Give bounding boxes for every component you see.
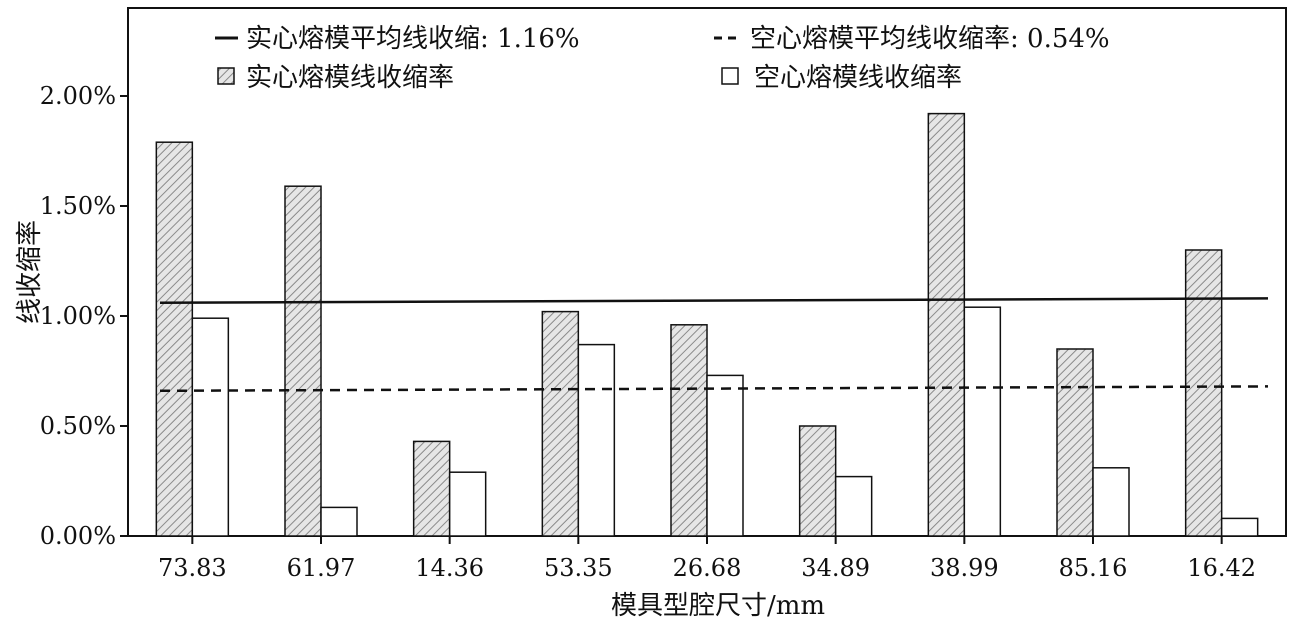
bar-hollow: [834, 475, 873, 537]
legend-solid-series-label: 实心熔模线收缩率: [246, 63, 454, 93]
y-tick-label: 1.00%: [40, 302, 116, 330]
bar-solid: [927, 112, 966, 537]
bar-solid: [412, 440, 451, 537]
bar-hollow: [706, 374, 744, 537]
y-tick-label: 0.00%: [40, 522, 116, 550]
solid-mean-line: [159, 297, 1269, 305]
legend-white-swatch: [721, 67, 739, 85]
bar-solid: [1184, 249, 1223, 537]
bar-solid: [155, 141, 194, 537]
bar-hollow: [963, 306, 1002, 537]
y-tick-label: 0.50%: [40, 412, 116, 440]
reference-lines: [159, 297, 1269, 393]
bar-hollow: [448, 471, 487, 537]
y-axis: 0.00% 0.50% 1.00% 1.50% 2.00%: [40, 82, 128, 550]
bar-hollow: [1092, 467, 1130, 537]
bar-solid: [1056, 348, 1094, 537]
y-axis-title: 线收缩率: [15, 220, 45, 324]
bar-hollow: [577, 343, 616, 537]
x-axis: 73.83 61.97 14.36 53.35 26.68 34.89 38.99 85.16…: [158, 536, 1256, 582]
x-tick-label: 14.36: [415, 554, 484, 582]
bar-hollow: [191, 317, 230, 537]
legend-solid-mean-label: 实心熔模平均线收缩: 1.16%: [246, 24, 580, 54]
x-tick-label: 73.83: [158, 554, 227, 582]
hollow-mean-line: [159, 385, 1269, 393]
bar-hollow: [1220, 517, 1259, 537]
x-tick-label: 85.16: [1059, 554, 1128, 582]
x-tick-label: 61.97: [287, 554, 356, 582]
bar-solid: [798, 425, 837, 537]
x-tick-label: 53.35: [544, 554, 613, 582]
bar-solid: [541, 310, 580, 537]
legend-hatched-swatch: [217, 67, 235, 85]
y-tick-label: 1.50%: [40, 192, 116, 220]
legend: 实心熔模平均线收缩: 1.16% 空心熔模平均线收缩率: 0.54% 实心熔模线…: [215, 24, 1110, 93]
bar-solid: [284, 185, 322, 537]
bar-solid: [670, 324, 708, 537]
x-axis-title: 模具型腔尺寸/mm: [611, 591, 825, 620]
x-tick-label: 38.99: [930, 554, 999, 582]
bar-series: [155, 112, 1259, 537]
legend-hollow-mean-label: 空心熔模平均线收缩率: 0.54%: [750, 24, 1110, 54]
x-tick-label: 26.68: [673, 554, 742, 582]
x-tick-label: 34.89: [801, 554, 870, 582]
legend-hollow-series-label: 空心熔模线收缩率: [754, 63, 962, 93]
bar-hollow: [320, 506, 358, 537]
x-tick-label: 16.42: [1187, 554, 1256, 582]
y-tick-label: 2.00%: [40, 82, 116, 110]
